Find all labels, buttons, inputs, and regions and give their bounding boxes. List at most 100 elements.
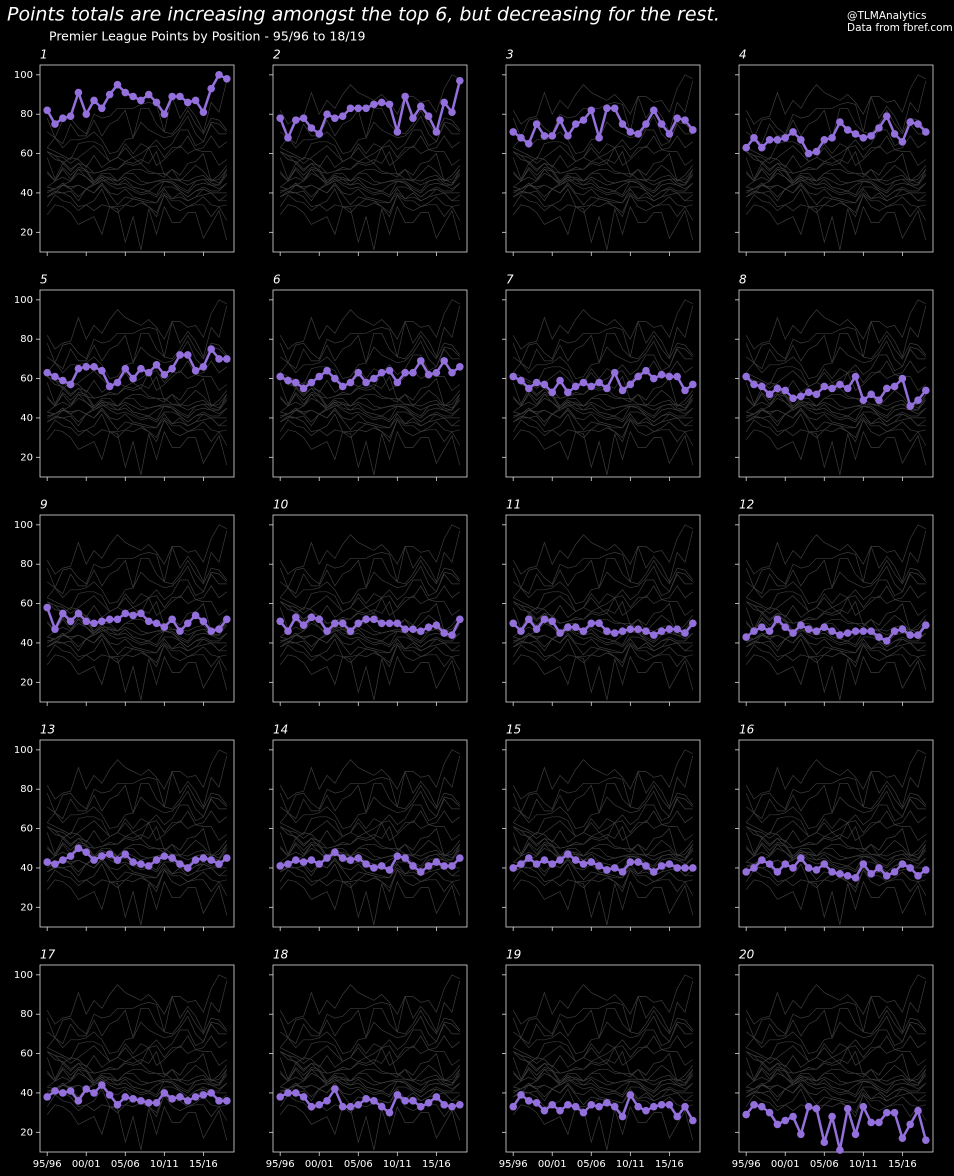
context-line (512, 80, 694, 139)
plot-area (272, 289, 468, 478)
point (276, 114, 284, 122)
point (393, 852, 402, 860)
panel-label: 7 (506, 273, 514, 287)
x-tick-label: 05/06 (810, 1159, 839, 1170)
point (757, 856, 766, 864)
context-line (46, 1104, 228, 1151)
point (859, 860, 868, 868)
point (781, 1116, 790, 1125)
point (618, 627, 627, 635)
plot-area (505, 514, 701, 703)
point (812, 1104, 821, 1113)
point (307, 613, 316, 622)
context-line (745, 1068, 927, 1092)
panel: 2 (269, 48, 468, 256)
point (626, 380, 635, 389)
point (750, 380, 758, 389)
point (331, 1085, 339, 1093)
point (152, 361, 161, 369)
point (121, 1093, 130, 1101)
point (51, 1087, 59, 1095)
x-tick-label: 95/96 (266, 1159, 295, 1170)
point (524, 1097, 533, 1105)
point (90, 362, 98, 371)
context-line (745, 74, 926, 125)
point (673, 625, 682, 633)
point (851, 1130, 860, 1139)
point (603, 627, 611, 635)
context-line (746, 863, 926, 889)
panel: 13 20 40 60 80 100 (14, 723, 235, 931)
context-line (512, 980, 694, 1039)
point (176, 1093, 184, 1101)
context-line (279, 790, 461, 830)
point (890, 130, 899, 138)
context-line (513, 632, 694, 654)
point (98, 104, 106, 113)
context-line (280, 413, 460, 439)
point (836, 631, 844, 639)
point (183, 351, 192, 359)
context-line (745, 530, 927, 589)
point (587, 619, 596, 628)
y-tick-label: 60 (20, 824, 33, 835)
point (649, 1102, 658, 1111)
point (223, 355, 231, 363)
y-tick-label: 100 (14, 295, 33, 306)
context-line (513, 403, 693, 423)
point (587, 1100, 596, 1109)
point (540, 380, 549, 389)
x-tick-label: 95/96 (499, 1159, 528, 1170)
point (517, 376, 525, 385)
point (579, 1108, 588, 1117)
panel: 10 (269, 498, 468, 706)
point (742, 143, 750, 152)
point (82, 848, 91, 856)
context-line (46, 299, 227, 350)
context-line (280, 632, 461, 654)
point (58, 609, 67, 618)
x-tick-label: 00/01 (305, 1159, 334, 1170)
point (540, 856, 549, 864)
point (307, 378, 316, 387)
point (564, 850, 572, 858)
point (681, 864, 689, 872)
context-line (47, 403, 227, 423)
x-tick-label: 05/06 (111, 1159, 140, 1170)
point (642, 627, 650, 635)
plot-area (39, 514, 235, 703)
point (673, 864, 682, 872)
context-line (46, 832, 228, 857)
point (331, 619, 339, 628)
point (587, 106, 596, 115)
point (657, 370, 666, 379)
point (82, 617, 91, 626)
context-line (280, 397, 461, 419)
point (742, 633, 750, 641)
context-line (280, 145, 461, 168)
panel-label: 3 (506, 48, 514, 62)
context-line (745, 843, 927, 867)
context-line (280, 407, 461, 429)
context-line (46, 557, 228, 595)
panel-label: 14 (273, 723, 288, 737)
point (517, 627, 525, 635)
point (440, 1100, 449, 1109)
context-line (47, 638, 227, 664)
context-line (279, 644, 461, 671)
point (207, 627, 216, 635)
point (129, 92, 137, 101)
point (689, 1116, 697, 1125)
context-line (512, 524, 693, 575)
point (626, 858, 635, 866)
y-tick-label: 80 (20, 559, 33, 570)
context-line (745, 393, 927, 417)
point (914, 396, 922, 405)
context-line (513, 407, 694, 429)
point (51, 625, 59, 633)
point (291, 378, 300, 387)
context-line (280, 798, 460, 837)
point (199, 108, 208, 117)
context-line (280, 628, 460, 648)
context-line (512, 340, 694, 380)
